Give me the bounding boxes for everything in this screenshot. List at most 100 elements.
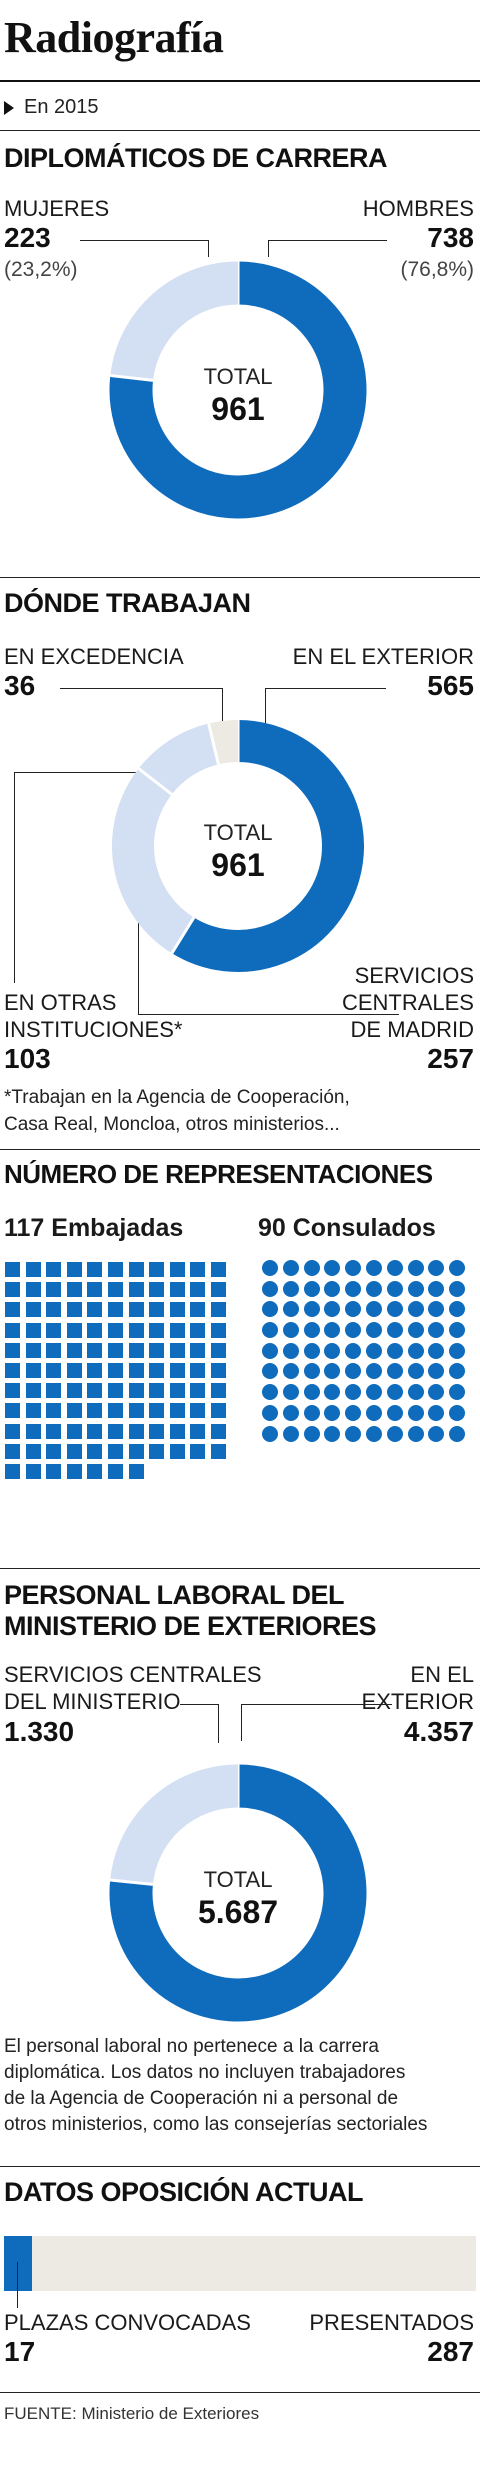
value-servicios: 257 [427,1043,474,1074]
embajada-square [25,1282,41,1298]
embajada-square [107,1423,123,1439]
embajada-square [5,1423,20,1439]
consulado-dot [407,1301,424,1318]
label-laboral-exterior-2: EXTERIOR [361,1689,474,1714]
consulado-dot [407,1260,424,1276]
embajada-square [210,1443,226,1459]
consulado-dot [303,1322,320,1339]
embajada-square [190,1262,206,1277]
consulado-dot [324,1322,341,1339]
embajada-square [66,1262,82,1277]
embajada-square [149,1383,165,1399]
consulado-dot [303,1404,320,1421]
embajada-square [87,1302,103,1318]
consulado-dot [365,1322,382,1339]
subtitle: En 2015 [4,96,99,119]
consulado-dot [428,1363,445,1380]
consulado-dot [303,1260,320,1276]
value-excedencia: 36 [4,670,36,701]
consulado-dot [386,1342,403,1359]
note-3: de la Agencia de Cooperación ni a person… [4,2088,399,2109]
consulado-dot [365,1384,382,1401]
slice-separator [137,767,173,796]
embajada-square [169,1383,185,1399]
consulado-dot [262,1384,278,1401]
section-heading-laboral-2: MINISTERIO DE EXTERIORES [4,1611,377,1641]
embajada-square [107,1342,123,1358]
label-laboral-servicios-2: DEL MINISTERIO [4,1689,181,1714]
section-heading-laboral-1: PERSONAL LABORAL DEL [4,1580,345,1610]
embajada-square [25,1322,41,1338]
embajada-square [149,1302,165,1318]
embajada-square [210,1262,226,1277]
embajada-square [107,1302,123,1318]
embajada-square [46,1342,62,1358]
embajada-square [5,1262,20,1277]
consulado-dot [386,1384,403,1401]
embajada-square [46,1362,62,1378]
embajada-square [25,1342,41,1358]
embajada-square [210,1282,226,1298]
consulado-dot [324,1384,341,1401]
embajada-square [87,1383,103,1399]
section-heading-carrera: DIPLOMÁTICOS DE CARRERA [4,143,388,173]
donut-slice-mujeres [110,261,239,382]
label-otras-2: INSTITUCIONES* [4,1017,183,1042]
value-otras: 103 [4,1043,51,1074]
embajada-square [169,1322,185,1338]
embajada-square [25,1423,41,1439]
footnote-2: Casa Real, Moncloa, otros ministerios... [4,1114,340,1135]
leader-line-exterior [265,688,386,727]
label-presentados: PRESENTADOS [309,2310,474,2335]
consulado-dot [386,1425,403,1442]
embajada-square [66,1362,82,1378]
leader-line-otras [14,772,185,983]
label-laboral-servicios-1: SERVICIOS CENTRALES [4,1662,262,1687]
donut-slice-servicios [110,1764,239,1886]
embajada-square [46,1423,62,1439]
consulado-dot [324,1301,341,1318]
consulado-dot [428,1404,445,1421]
divider [0,2166,480,2167]
consulado-dot [365,1404,382,1421]
consulado-dot [428,1342,445,1359]
embajada-square [128,1383,144,1399]
consulado-dot [365,1280,382,1297]
embajada-square [169,1262,185,1277]
consulado-dot [386,1260,403,1276]
divider [0,1568,480,1569]
consulado-dot [365,1301,382,1318]
embajada-square [128,1423,144,1439]
embajada-square [210,1322,226,1338]
embajada-square [190,1403,206,1419]
consulado-dot [282,1404,299,1421]
consulado-dot [407,1280,424,1297]
embajada-square [149,1282,165,1298]
page-title: Radiografía [4,13,224,62]
embajada-square [87,1262,103,1277]
consulado-dot [365,1342,382,1359]
donut-center-label: TOTAL [204,364,273,389]
leader-line-excedencia [60,688,223,729]
embajada-square [66,1423,82,1439]
consulado-dot [386,1404,403,1421]
source-text: FUENTE: Ministerio de Exteriores [4,2404,260,2423]
embajada-square [210,1342,226,1358]
embajada-square [87,1282,103,1298]
consulado-dot [303,1384,320,1401]
embajada-square [169,1302,185,1318]
donut-slice-servicios [112,768,195,954]
embajada-square [169,1362,185,1378]
consulado-dot [262,1363,278,1380]
embajada-square [87,1463,103,1479]
embajada-square [5,1463,20,1479]
embajada-square [149,1342,165,1358]
donut-slice-otras [138,723,220,795]
pct-hombres: (76,8%) [400,258,474,281]
value-exterior: 565 [427,670,474,701]
label-hombres: HOMBRES [362,196,474,221]
consulado-dot [386,1322,403,1339]
consulado-dot [282,1384,299,1401]
